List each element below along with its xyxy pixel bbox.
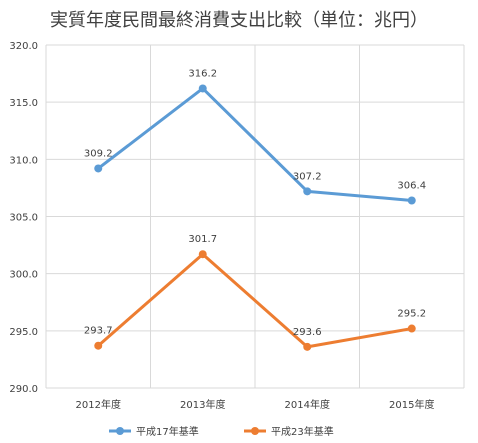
y-axis-ticks: 320.0 315.0 310.0 305.0 300.0 295.0 290.0: [9, 41, 38, 395]
x-tick-label: 2012年度: [76, 398, 121, 411]
data-point: [198, 250, 207, 259]
y-tick-label: 290.0: [9, 384, 38, 395]
data-point: [407, 196, 416, 205]
data-point: [94, 341, 103, 350]
x-axis-ticks: 2012年度 2013年度 2014年度 2015年度: [76, 398, 435, 411]
y-tick-label: 310.0: [9, 155, 38, 166]
grid: [45, 44, 465, 389]
data-label: 301.7: [188, 234, 217, 245]
legend-item: 平成23年基準: [244, 425, 334, 438]
y-tick-label: 315.0: [9, 98, 38, 109]
data-point: [94, 164, 103, 173]
legend-label: 平成23年基準: [271, 425, 334, 438]
legend: 平成17年基準 平成23年基準: [109, 425, 334, 438]
legend-marker: [251, 427, 259, 435]
series-line: [97, 252, 413, 349]
data-label: 316.2: [188, 68, 217, 79]
x-tick-label: 2013年度: [180, 398, 225, 411]
data-point: [198, 84, 207, 93]
data-point: [303, 342, 312, 351]
series-layer: 309.2 316.2 307.2 306.4 293.7 301.7 293.6 295.2: [84, 68, 426, 351]
legend-marker: [116, 427, 124, 435]
y-tick-label: 320.0: [9, 41, 38, 52]
series-2: 293.7 301.7 293.6 295.2: [84, 234, 426, 351]
x-tick-label: 2014年度: [285, 398, 330, 411]
data-point: [407, 324, 416, 333]
data-label: 293.6: [293, 327, 322, 338]
data-label: 293.7: [84, 326, 113, 337]
series-line: [97, 86, 412, 202]
y-tick-label: 295.0: [9, 327, 38, 338]
y-tick-label: 300.0: [9, 270, 38, 281]
legend-label: 平成17年基準: [136, 425, 199, 438]
chart-title: 実質年度民間最終消費支出比較（単位：兆円）: [50, 10, 428, 31]
data-label: 306.4: [397, 180, 426, 191]
y-tick-label: 305.0: [9, 213, 38, 224]
data-label: 295.2: [397, 309, 426, 320]
x-tick-label: 2015年度: [389, 398, 434, 411]
series-1: 309.2 316.2 307.2 306.4: [84, 68, 426, 205]
data-label: 307.2: [293, 171, 322, 182]
data-point: [303, 187, 312, 196]
legend-item: 平成17年基準: [109, 425, 199, 438]
data-label: 309.2: [84, 148, 113, 159]
